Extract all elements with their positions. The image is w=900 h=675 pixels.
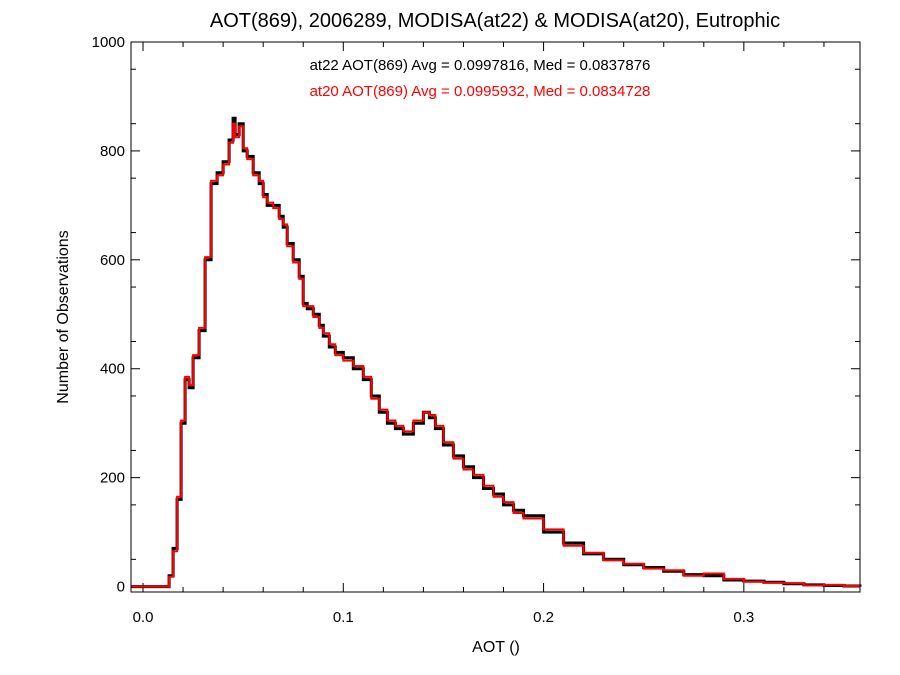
y-tick-label: 800: [100, 143, 125, 160]
plot-frame: [130, 41, 861, 593]
x-tick-label: 0.0: [133, 609, 154, 626]
x-tick-label: 0.3: [733, 609, 754, 626]
y-tick-label: 400: [100, 361, 125, 378]
series-layer: [131, 116, 862, 589]
y-tick-label: 600: [100, 252, 125, 269]
x-tick-label: 0.2: [533, 609, 554, 626]
chart-title: AOT(869), 2006289, MODISA(at22) & MODISA…: [210, 10, 780, 32]
axis-tick-labels: 0.0 0.1 0.2 0.3 0 200 400 600 800 1000: [92, 34, 755, 626]
annotation-at20-stats: at20 AOT(869) Avg = 0.0995932, Med = 0.0…: [310, 83, 651, 100]
annotation-at22-stats: at22 AOT(869) Avg = 0.0997816, Med = 0.0…: [310, 57, 651, 74]
y-tick-label: 0: [117, 579, 125, 596]
y-axis-label: Number of Observations: [55, 230, 72, 403]
x-axis-label: AOT (): [472, 639, 520, 656]
y-tick-label: 1000: [92, 34, 125, 51]
x-tick-label: 0.1: [333, 609, 354, 626]
series-at20-step-line: [131, 122, 861, 588]
y-tick-label: 200: [100, 470, 125, 487]
